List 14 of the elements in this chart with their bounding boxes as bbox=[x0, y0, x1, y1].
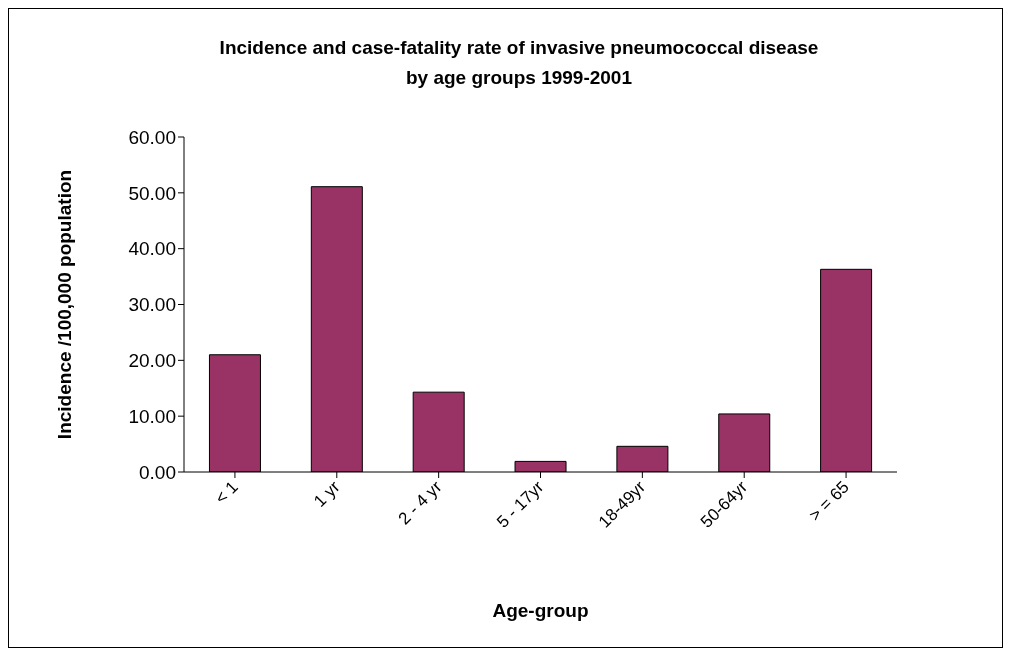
y-tick-label: 20.00 bbox=[128, 350, 176, 372]
y-tick-label: 40.00 bbox=[128, 238, 176, 260]
chart-title: Incidence and case-fatality rate of invasive pneumococcal disease by age groups 1999-2001 bbox=[218, 36, 820, 90]
x-tick-label: 2 - 4 yr bbox=[394, 477, 446, 529]
y-tick-label: 50.00 bbox=[128, 182, 176, 204]
y-tick-label: 60.00 bbox=[128, 126, 176, 148]
y-tick-label: 10.00 bbox=[128, 405, 176, 427]
y-tick-label: 30.00 bbox=[128, 294, 176, 316]
x-tick-label: < 1 bbox=[211, 477, 242, 508]
y-tick-label: 0.00 bbox=[139, 461, 176, 483]
x-tick-label: > = 65 bbox=[805, 477, 853, 525]
x-axis-title: Age-group bbox=[492, 600, 589, 621]
y-axis-title: Incidence /100,000 population bbox=[53, 169, 75, 440]
x-tick-label: 1 yr bbox=[310, 477, 344, 511]
